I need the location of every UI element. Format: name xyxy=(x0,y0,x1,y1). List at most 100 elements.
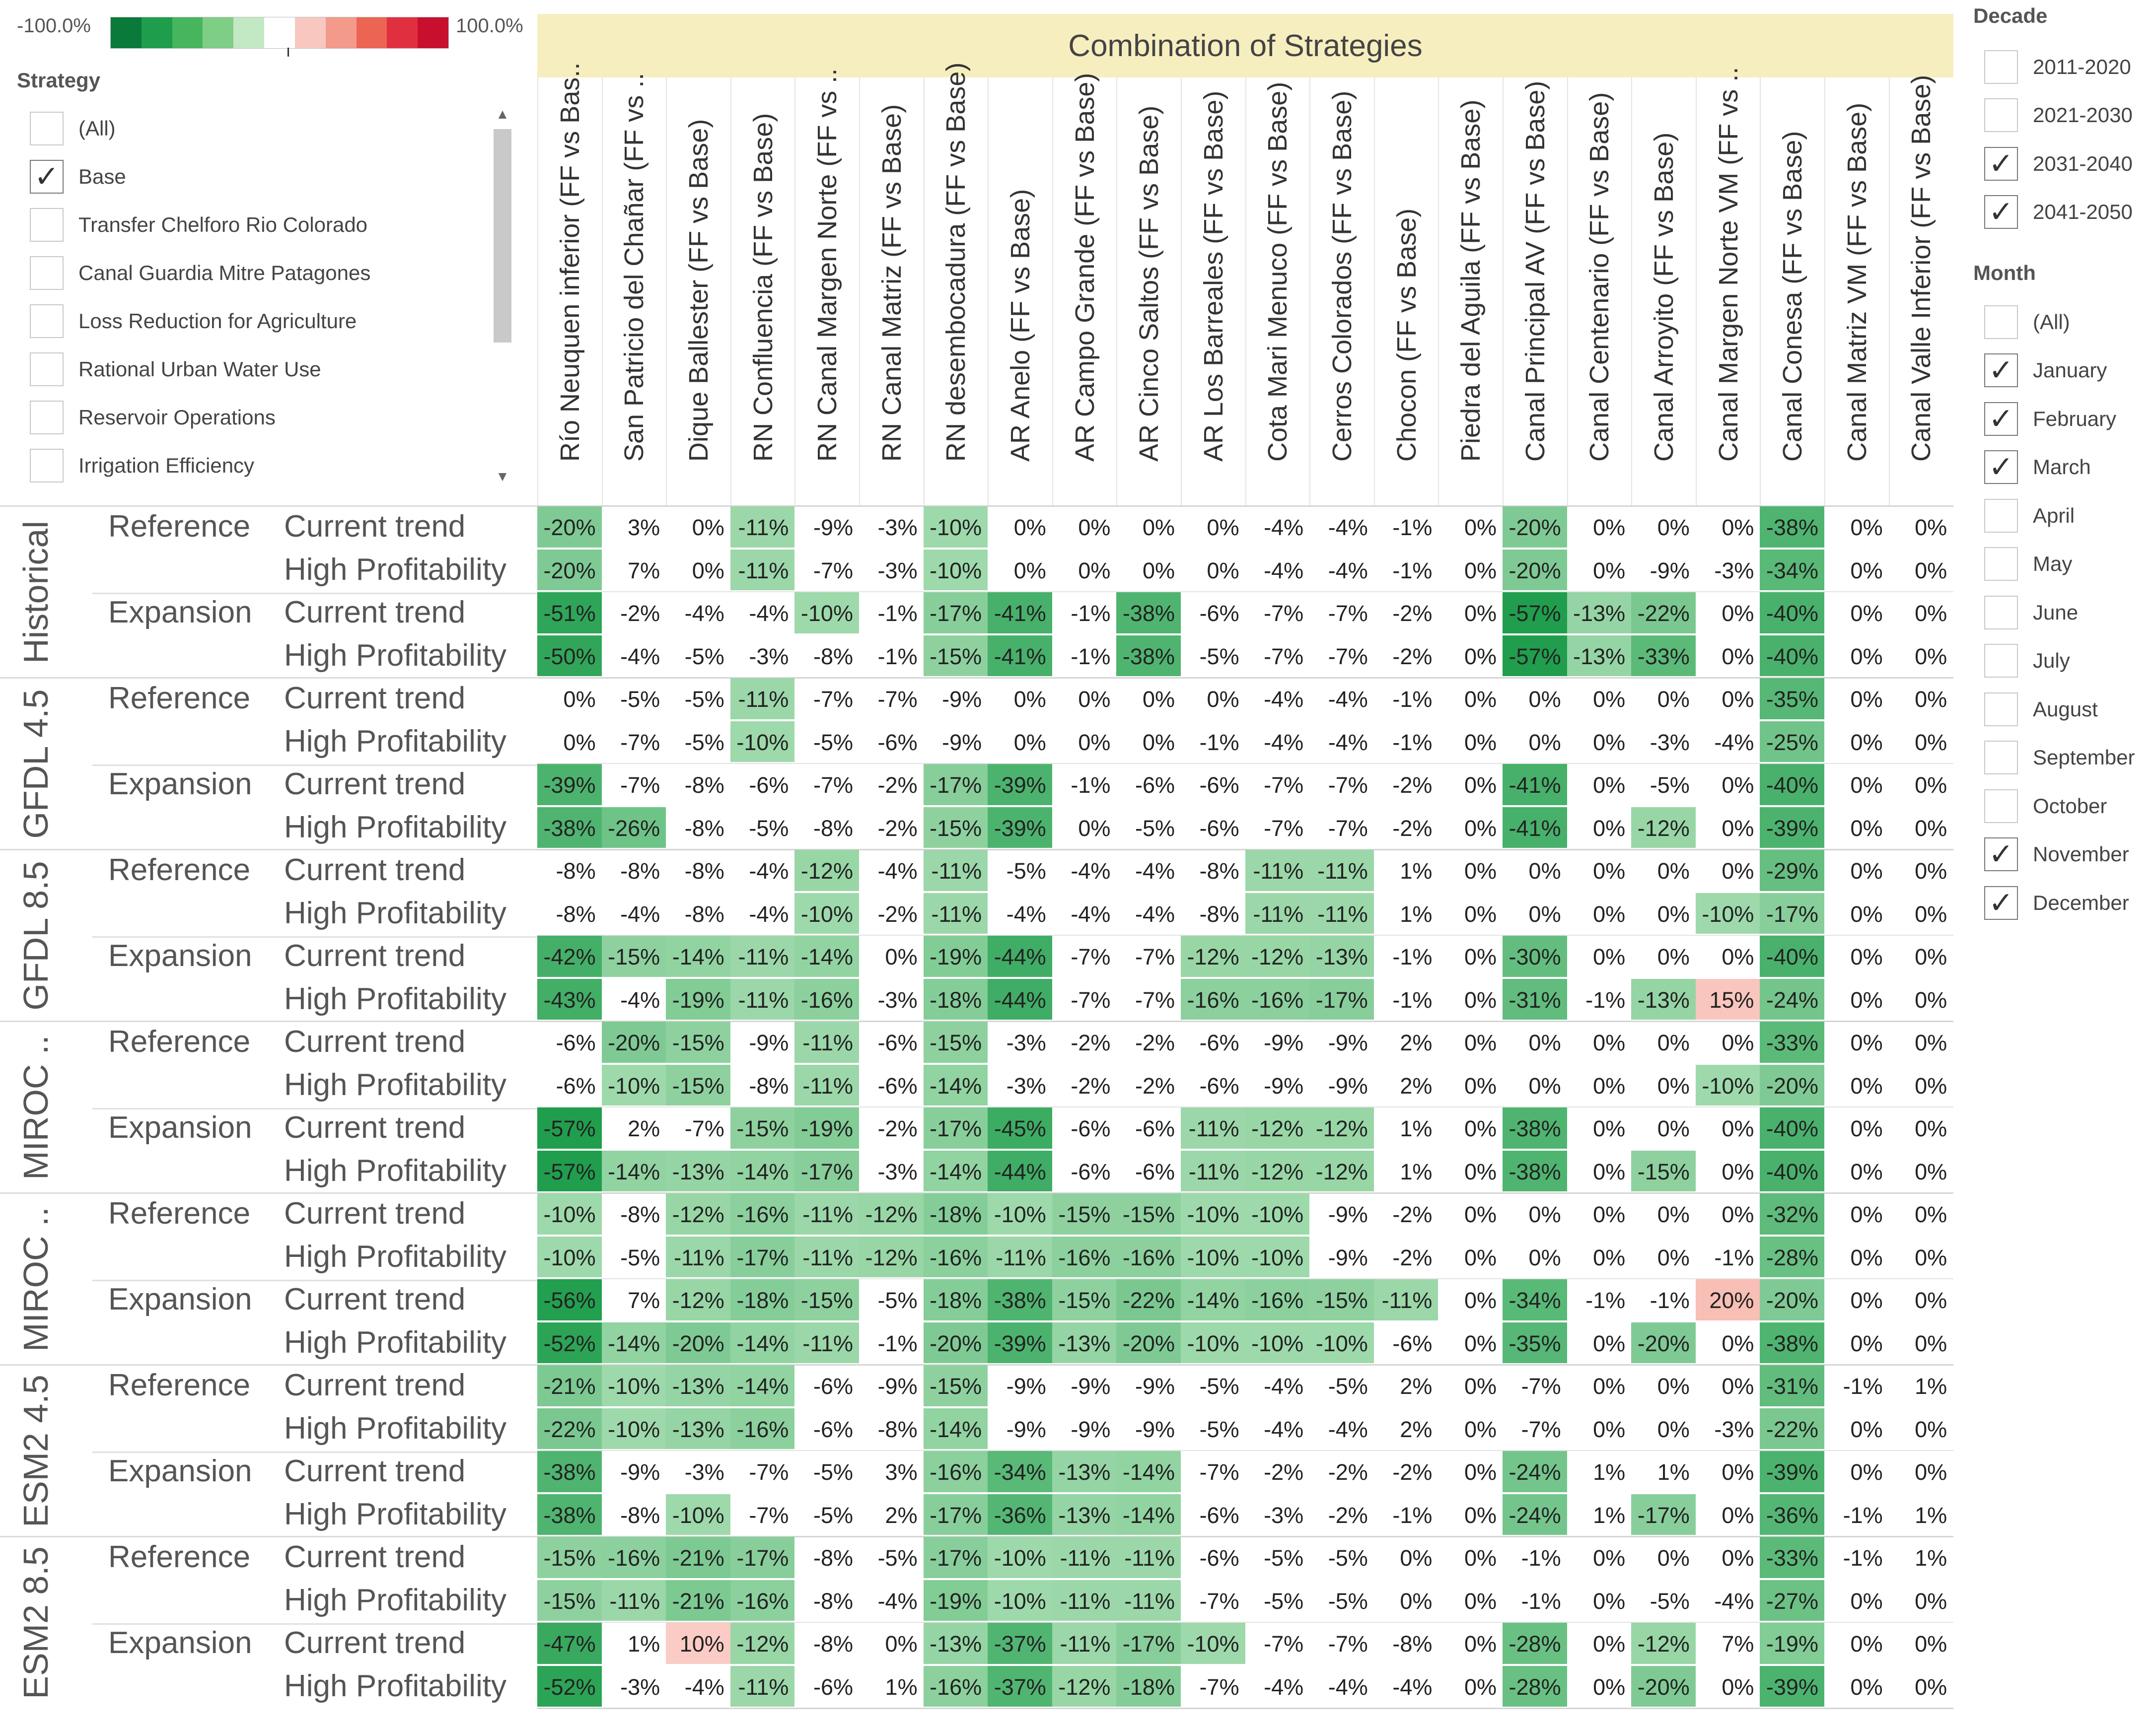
heatmap-cell[interactable]: 0% xyxy=(1915,515,1947,540)
heatmap-cell[interactable]: -57% xyxy=(537,1150,602,1191)
heatmap-cell[interactable]: -7% xyxy=(1328,772,1368,798)
heatmap-cell[interactable]: -15% xyxy=(1052,1193,1117,1235)
heatmap-cell[interactable]: 0% xyxy=(1722,1202,1754,1227)
heatmap-cell[interactable]: -38% xyxy=(988,1279,1052,1320)
heatmap-cell[interactable]: -4% xyxy=(749,901,789,927)
heatmap-cell[interactable]: -11% xyxy=(1052,1623,1117,1664)
heatmap-cell[interactable]: -41% xyxy=(988,592,1052,633)
heatmap-cell[interactable]: -10% xyxy=(794,893,859,934)
heatmap-cell[interactable]: -44% xyxy=(988,978,1052,1020)
heatmap-cell[interactable]: -9% xyxy=(1328,1030,1368,1055)
heatmap-cell[interactable]: 3% xyxy=(628,515,660,540)
heatmap-cell[interactable]: -40% xyxy=(1760,1107,1824,1149)
heatmap-cell[interactable]: -5% xyxy=(1199,643,1239,669)
heatmap-cell[interactable]: -22% xyxy=(1631,592,1696,633)
heatmap-cell[interactable]: -10% xyxy=(988,1193,1052,1235)
heatmap-cell[interactable]: -7% xyxy=(813,687,853,712)
heatmap-cell[interactable]: 7% xyxy=(628,557,660,583)
heatmap-cell[interactable]: -10% xyxy=(1181,1193,1245,1235)
strategy-filter-item[interactable]: Irrigation Efficiency xyxy=(30,441,497,489)
heatmap-cell[interactable]: -24% xyxy=(1503,1494,1567,1535)
heatmap-cell[interactable]: 0% xyxy=(1722,1459,1754,1485)
checkbox[interactable] xyxy=(1984,98,2018,133)
heatmap-cell[interactable]: -2% xyxy=(1392,815,1433,841)
strategy-filter-item[interactable]: Canal Guardia Mitre Patagones xyxy=(30,249,497,297)
heatmap-cell[interactable]: -12% xyxy=(1309,1150,1374,1191)
column-header[interactable]: AR Anelo (FF vs Base) xyxy=(988,77,1052,505)
column-header[interactable]: Canal Centenario (FF vs Base) xyxy=(1567,77,1632,505)
heatmap-cell[interactable]: -11% xyxy=(923,850,988,891)
heatmap-cell[interactable]: 1% xyxy=(1915,1374,1947,1399)
heatmap-cell[interactable]: 3% xyxy=(885,1459,918,1485)
heatmap-cell[interactable]: -38% xyxy=(1760,1322,1824,1363)
heatmap-cell[interactable]: -5% xyxy=(1650,1588,1690,1614)
heatmap-cell[interactable]: -7% xyxy=(1328,1631,1368,1657)
checkbox[interactable]: ✓ xyxy=(1984,195,2018,229)
heatmap-cell[interactable]: -7% xyxy=(1135,944,1175,969)
heatmap-cell[interactable]: -6% xyxy=(556,1030,596,1055)
heatmap-cell[interactable]: -10% xyxy=(601,1365,666,1406)
heatmap-cell[interactable]: -38% xyxy=(1503,1107,1567,1149)
heatmap-cell[interactable]: 0% xyxy=(1722,772,1754,798)
heatmap-cell[interactable]: -1% xyxy=(1392,987,1433,1013)
strategy-filter-item[interactable]: (All) xyxy=(30,104,497,152)
heatmap-cell[interactable]: -13% xyxy=(666,1365,730,1406)
heatmap-cell[interactable]: -9% xyxy=(1264,1030,1304,1055)
checkbox[interactable] xyxy=(1984,789,2018,823)
heatmap-cell[interactable]: 0% xyxy=(1207,557,1239,583)
heatmap-cell[interactable]: -10% xyxy=(1181,1236,1245,1277)
heatmap-cell[interactable]: -7% xyxy=(1328,601,1368,626)
heatmap-cell[interactable]: -17% xyxy=(923,592,988,633)
heatmap-cell[interactable]: 0% xyxy=(1464,557,1497,583)
heatmap-cell[interactable]: -11% xyxy=(1116,1580,1181,1621)
heatmap-cell[interactable]: 0% xyxy=(1657,901,1690,927)
checkbox[interactable] xyxy=(1984,547,2018,581)
heatmap-cell[interactable]: -6% xyxy=(813,1374,853,1399)
heatmap-cell[interactable]: -31% xyxy=(1760,1365,1824,1406)
heatmap-cell[interactable]: 0% xyxy=(1528,1244,1561,1270)
heatmap-cell[interactable]: -16% xyxy=(1181,978,1245,1020)
heatmap-cell[interactable]: -2% xyxy=(877,1116,918,1141)
heatmap-cell[interactable]: -4% xyxy=(1328,687,1368,712)
column-header[interactable]: AR Cinco Saltos (FF vs Base) xyxy=(1116,77,1181,505)
heatmap-cell[interactable]: 0% xyxy=(1464,944,1497,969)
heatmap-cell[interactable]: 0% xyxy=(1464,1374,1497,1399)
heatmap-cell[interactable]: 0% xyxy=(1915,1159,1947,1184)
heatmap-cell[interactable]: -7% xyxy=(1521,1374,1561,1399)
month-filter-item[interactable]: August xyxy=(1984,685,2156,734)
heatmap-cell[interactable]: 0% xyxy=(1078,687,1111,712)
heatmap-cell[interactable]: 0% xyxy=(1464,1159,1497,1184)
heatmap-cell[interactable]: -11% xyxy=(1181,1107,1245,1149)
heatmap-cell[interactable]: -6% xyxy=(1199,772,1239,798)
heatmap-cell[interactable]: -10% xyxy=(1181,1623,1245,1664)
heatmap-cell[interactable]: -5% xyxy=(620,1244,660,1270)
heatmap-cell[interactable]: 0% xyxy=(1593,1330,1626,1356)
heatmap-cell[interactable]: -21% xyxy=(666,1580,730,1621)
heatmap-cell[interactable]: -11% xyxy=(730,936,795,977)
checkbox[interactable] xyxy=(30,111,64,145)
heatmap-cell[interactable]: -4% xyxy=(1328,1674,1368,1700)
heatmap-cell[interactable]: -2% xyxy=(1392,1202,1433,1227)
month-filter-item[interactable]: ✓ December xyxy=(1984,879,2156,927)
heatmap-cell[interactable]: 0% xyxy=(1722,858,1754,884)
heatmap-cell[interactable]: -10% xyxy=(923,506,988,548)
heatmap-cell[interactable]: -7% xyxy=(1199,1588,1239,1614)
heatmap-cell[interactable]: 0% xyxy=(1850,1330,1883,1356)
heatmap-cell[interactable]: -11% xyxy=(1052,1537,1117,1578)
heatmap-cell[interactable]: -39% xyxy=(988,807,1052,848)
heatmap-cell[interactable]: -6% xyxy=(1199,815,1239,841)
heatmap-cell[interactable]: -40% xyxy=(1760,592,1824,633)
heatmap-cell[interactable]: 0% xyxy=(1464,1073,1497,1099)
heatmap-cell[interactable]: -4% xyxy=(1264,515,1304,540)
heatmap-cell[interactable]: 2% xyxy=(628,1116,660,1141)
heatmap-cell[interactable]: 0% xyxy=(1722,1159,1754,1184)
heatmap-cell[interactable]: -14% xyxy=(1116,1451,1181,1492)
heatmap-cell[interactable]: 0% xyxy=(1142,729,1175,755)
heatmap-cell[interactable]: -4% xyxy=(749,858,789,884)
heatmap-cell[interactable]: -7% xyxy=(1071,944,1111,969)
heatmap-cell[interactable]: -14% xyxy=(730,1322,795,1363)
heatmap-cell[interactable]: -6% xyxy=(1135,1159,1175,1184)
heatmap-cell[interactable]: 0% xyxy=(1464,1631,1497,1657)
heatmap-cell[interactable]: -29% xyxy=(1760,850,1824,891)
heatmap-cell[interactable]: 0% xyxy=(1593,1244,1626,1270)
